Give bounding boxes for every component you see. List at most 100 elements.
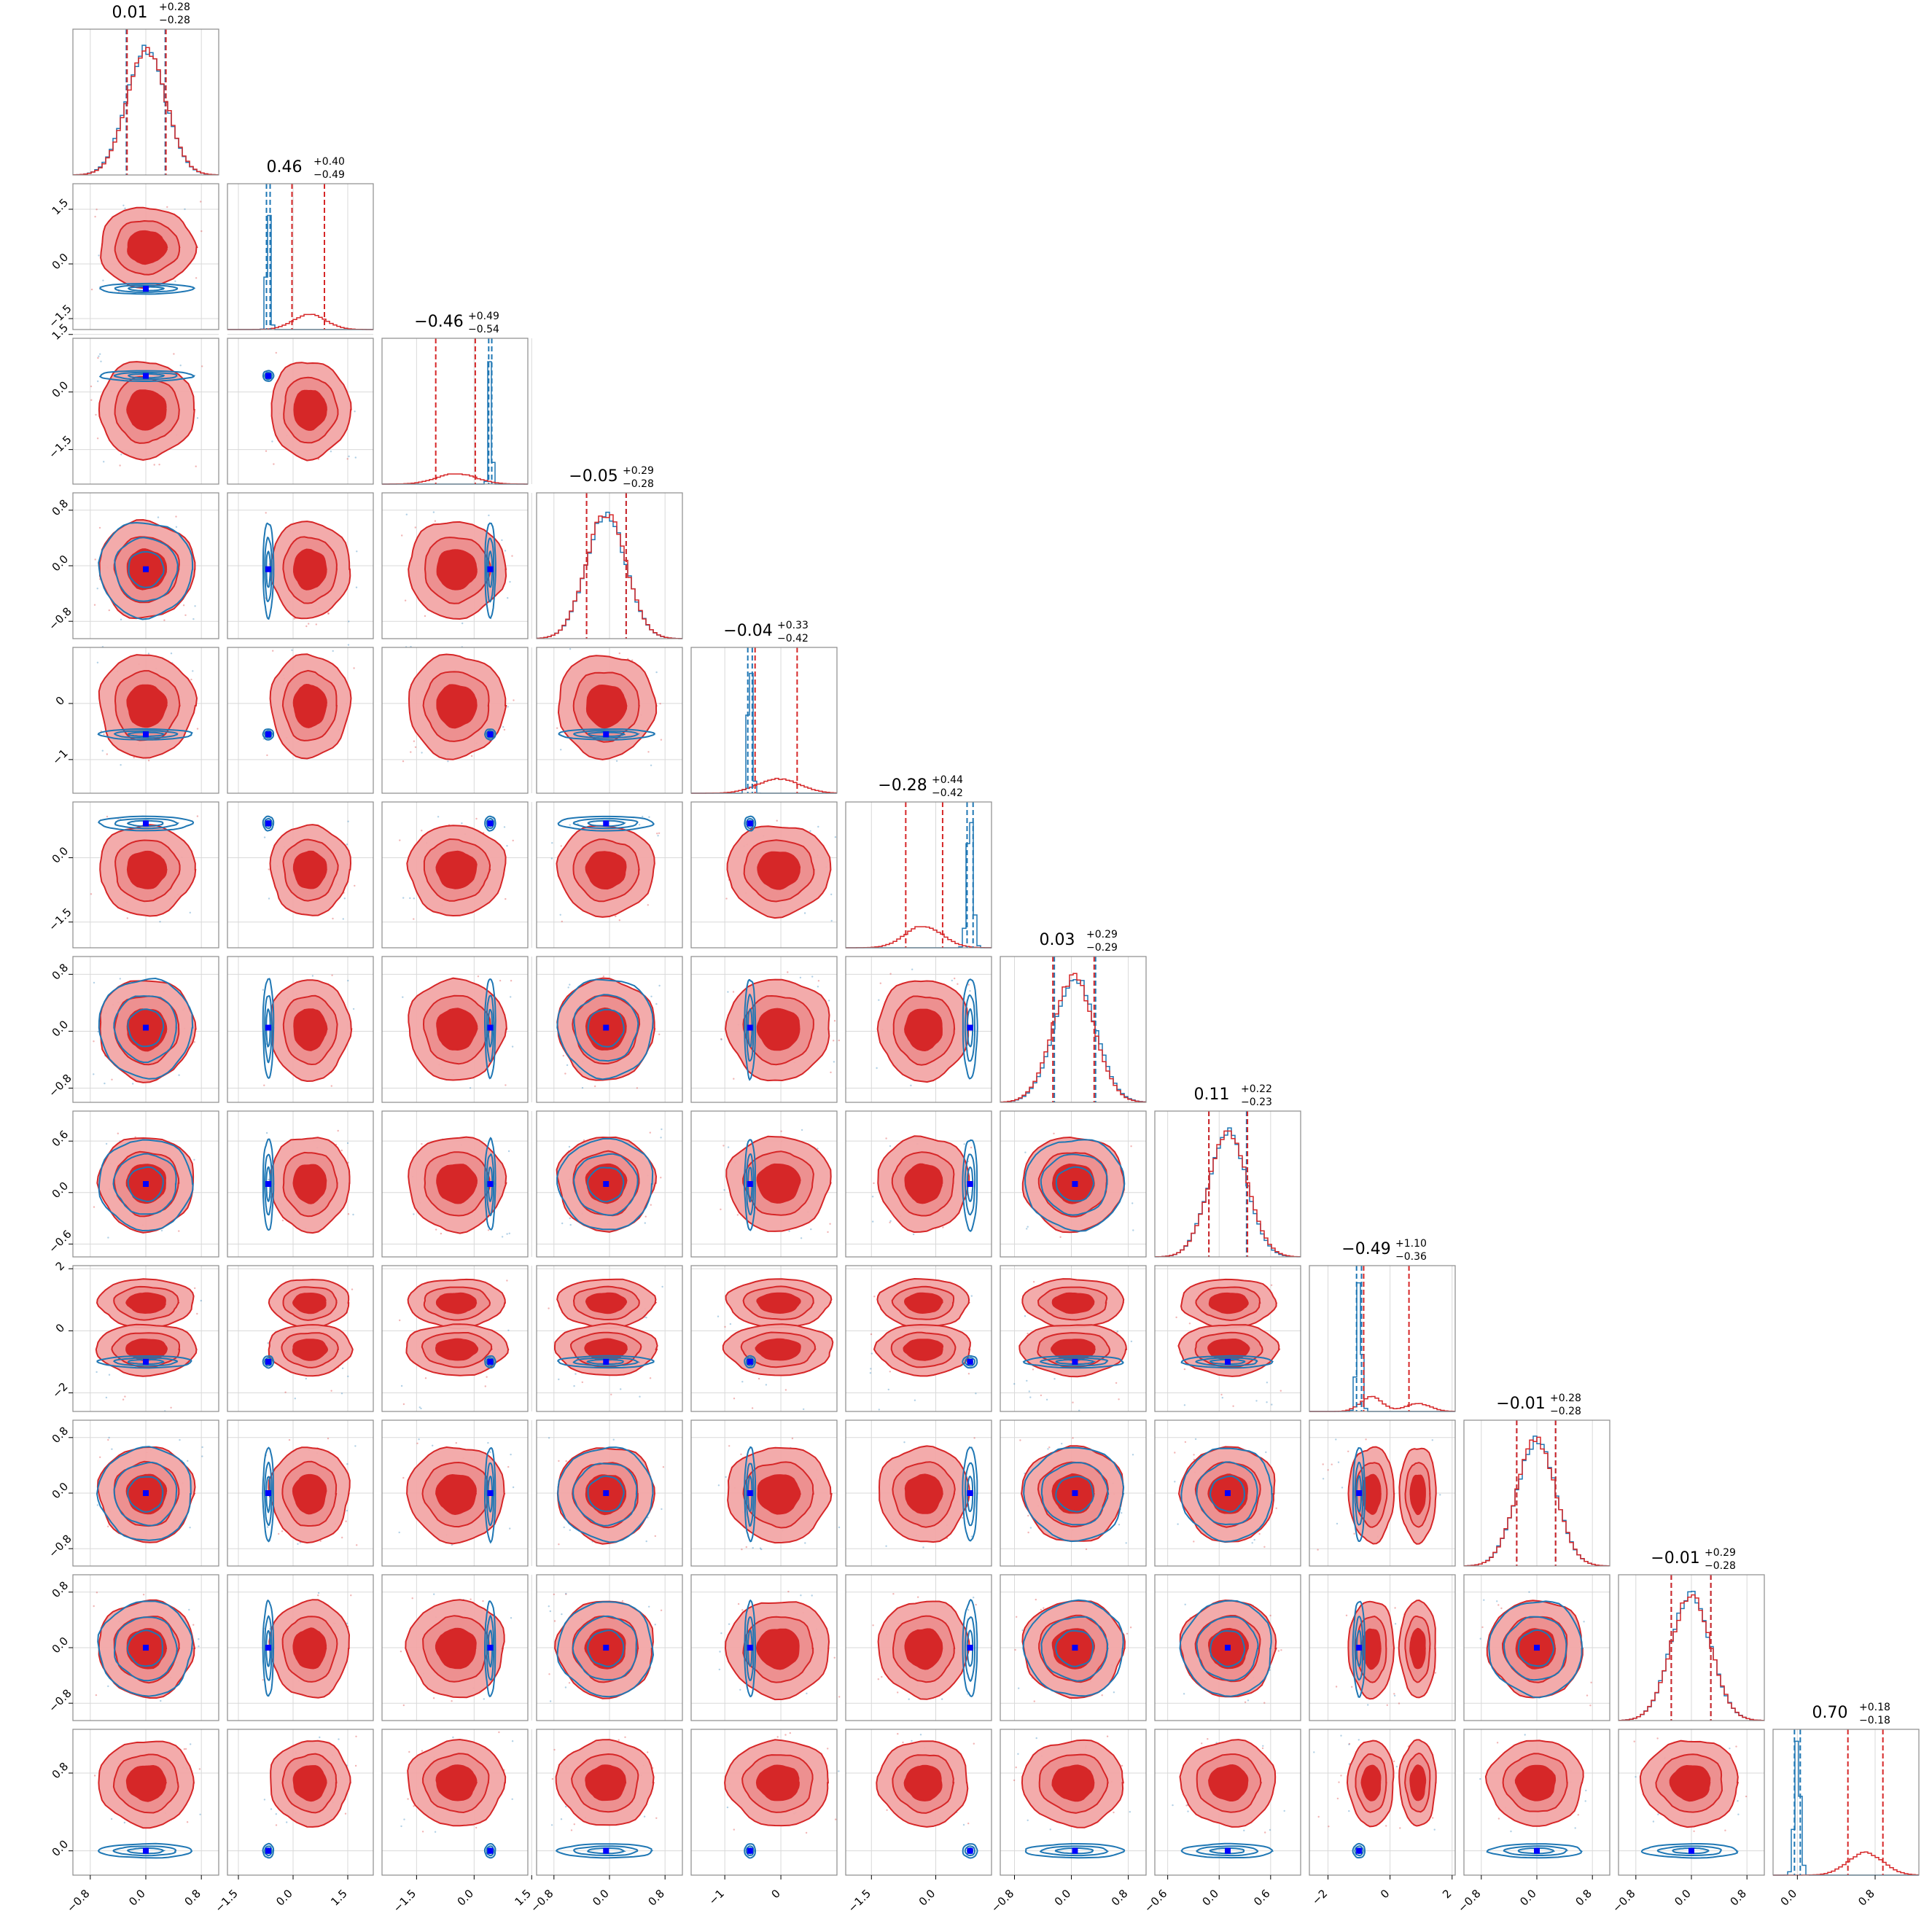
- sample-point: [403, 1818, 405, 1820]
- sample-point: [889, 1221, 891, 1224]
- sample-point: [568, 1682, 571, 1684]
- sample-point: [1737, 1800, 1739, 1802]
- sample-point: [911, 1740, 913, 1742]
- sample-point: [437, 816, 440, 818]
- sample-point: [401, 534, 403, 537]
- blue-contour: [1352, 1842, 1366, 1859]
- panel-3-1: [227, 492, 374, 639]
- sample-point: [413, 918, 415, 920]
- panel-frame: [1309, 1574, 1456, 1721]
- sample-point: [192, 1624, 195, 1626]
- red-histogram: [537, 514, 682, 639]
- sample-point: [196, 1312, 198, 1315]
- sample-point: [281, 1219, 284, 1222]
- sample-point: [1115, 1382, 1118, 1384]
- panel-frame: [381, 956, 529, 1103]
- sample-point: [726, 1806, 729, 1809]
- sample-point: [885, 1545, 887, 1547]
- sample-point: [182, 604, 185, 607]
- red-contour: [903, 1339, 944, 1361]
- sample-point: [275, 351, 277, 354]
- sample-point: [507, 706, 509, 708]
- sample-point: [962, 1823, 965, 1826]
- sample-point: [348, 455, 350, 458]
- sample-point: [660, 1609, 663, 1611]
- sample-point: [817, 986, 819, 988]
- sample-point: [160, 1229, 163, 1232]
- sample-point: [892, 1593, 895, 1595]
- sample-point: [190, 1743, 192, 1745]
- sample-point: [266, 1526, 269, 1528]
- red-contour: [435, 1292, 478, 1314]
- sample-point: [594, 1085, 596, 1088]
- sample-point: [106, 815, 109, 818]
- sample-point: [879, 982, 882, 984]
- diag-title-plus: +0.40: [313, 156, 345, 168]
- blue-contour: [264, 995, 273, 1064]
- blue-contour: [573, 730, 641, 739]
- blue-contour: [97, 1600, 194, 1697]
- sample-point: [1174, 1452, 1176, 1454]
- blue-contour: [1055, 1476, 1094, 1513]
- red-contour: [126, 850, 168, 889]
- diag-title-value: −0.01: [1496, 1395, 1545, 1413]
- x-tick-label: 2: [1440, 1887, 1454, 1901]
- x-tick-label: 0.0: [916, 1887, 938, 1909]
- sample-point: [1026, 1379, 1028, 1382]
- sample-point: [876, 1067, 878, 1070]
- sample-point: [101, 749, 104, 752]
- sample-point: [717, 1315, 720, 1317]
- sample-point: [661, 1128, 663, 1131]
- sample-point: [270, 1808, 273, 1810]
- sample-point: [469, 1087, 472, 1089]
- sample-point: [268, 868, 270, 870]
- truth-marker: [967, 1024, 973, 1031]
- sample-point: [99, 353, 101, 355]
- x-tick-label: 0.8: [1573, 1887, 1594, 1909]
- sample-point: [1131, 1454, 1134, 1456]
- sample-point: [123, 1821, 126, 1824]
- sample-point: [889, 1371, 892, 1373]
- sample-point: [347, 979, 349, 982]
- red-contour: [903, 1292, 944, 1314]
- sample-point: [967, 1609, 970, 1611]
- sample-point: [111, 1078, 113, 1081]
- sample-point: [512, 1486, 515, 1489]
- sample-point: [186, 1821, 189, 1823]
- sample-point: [452, 1736, 454, 1739]
- blue-contour: [98, 815, 195, 832]
- x-tick-label: 0.0: [1672, 1887, 1694, 1909]
- diag-title-value: −0.05: [569, 467, 618, 486]
- sample-point: [733, 1398, 736, 1400]
- x-tick-label: 0: [1378, 1887, 1392, 1901]
- diag-title-value: −0.46: [414, 313, 463, 331]
- truth-marker: [603, 1847, 609, 1854]
- red-contour: [756, 1163, 801, 1204]
- sample-point: [1394, 1623, 1397, 1625]
- sample-point: [618, 652, 620, 655]
- panel-frame: [381, 1419, 529, 1567]
- sample-point: [355, 1735, 357, 1737]
- sample-point: [1510, 1830, 1512, 1833]
- sample-point: [108, 1436, 110, 1439]
- panel-3-2: [381, 492, 532, 639]
- sample-point: [728, 1623, 731, 1625]
- red-contour: [585, 684, 628, 729]
- sample-point: [1021, 1629, 1024, 1632]
- sample-point: [305, 1377, 307, 1380]
- red-histogram: [1000, 973, 1146, 1103]
- blue-contour: [262, 1138, 275, 1231]
- panel-background: [382, 338, 528, 484]
- sample-point: [1433, 1828, 1436, 1831]
- panel-frame: [1154, 1110, 1301, 1258]
- diag-panel-10: −0.01 +0.29−0.28: [1618, 1547, 1765, 1721]
- panel-frame: [72, 183, 219, 330]
- truth-marker: [1356, 1645, 1363, 1651]
- blue-contour: [1040, 1616, 1109, 1682]
- sample-point: [1027, 1531, 1029, 1534]
- sample-point: [550, 1824, 553, 1826]
- truth-marker: [487, 1181, 494, 1187]
- sample-point: [829, 1223, 831, 1225]
- sample-point: [1322, 1463, 1324, 1465]
- sample-point: [757, 1377, 760, 1380]
